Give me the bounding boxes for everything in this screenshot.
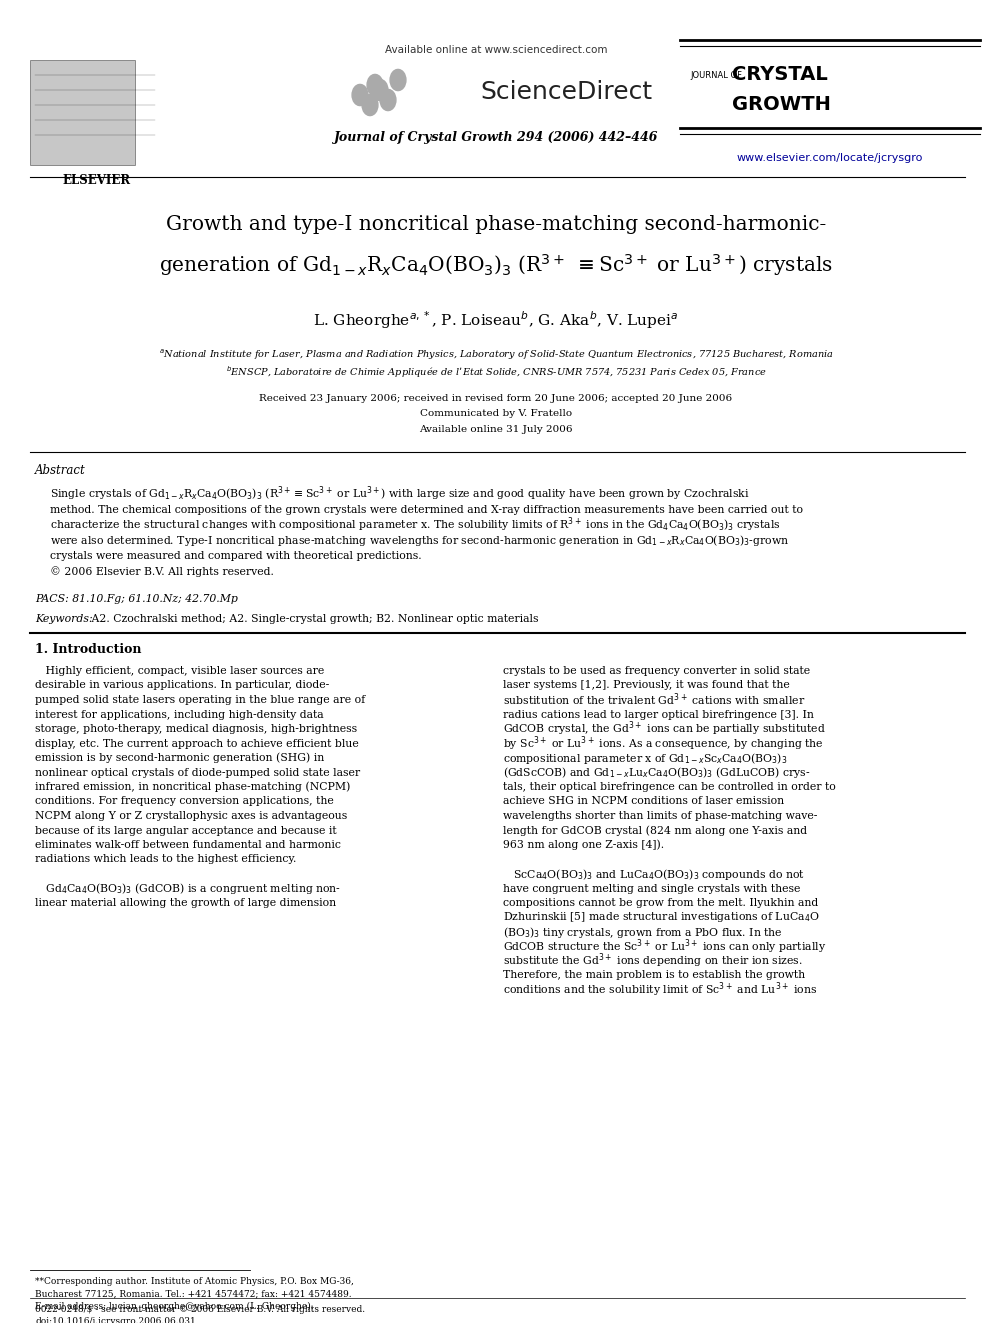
Text: achieve SHG in NCPM conditions of laser emission: achieve SHG in NCPM conditions of laser … bbox=[503, 796, 784, 807]
Text: crystals were measured and compared with theoretical predictions.: crystals were measured and compared with… bbox=[50, 550, 422, 561]
Text: GdCOB crystal, the Gd$^{3+}$ ions can be partially substituted: GdCOB crystal, the Gd$^{3+}$ ions can be… bbox=[503, 720, 825, 738]
Text: ScCa$_4$O(BO$_3$)$_3$ and LuCa$_4$O(BO$_3$)$_3$ compounds do not: ScCa$_4$O(BO$_3$)$_3$ and LuCa$_4$O(BO$_… bbox=[503, 867, 805, 881]
Text: conditions and the solubility limit of Sc$^{3+}$ and Lu$^{3+}$ ions: conditions and the solubility limit of S… bbox=[503, 980, 817, 999]
Text: by Sc$^{3+}$ or Lu$^{3+}$ ions. As a consequence, by changing the: by Sc$^{3+}$ or Lu$^{3+}$ ions. As a con… bbox=[503, 734, 823, 753]
Text: ELSEVIER: ELSEVIER bbox=[62, 173, 131, 187]
Text: 0022-0248/$ - see front matter © 2006 Elsevier B.V. All rights reserved.: 0022-0248/$ - see front matter © 2006 El… bbox=[35, 1306, 365, 1315]
Text: A2. Czochralski method; A2. Single-crystal growth; B2. Nonlinear optic materials: A2. Czochralski method; A2. Single-cryst… bbox=[88, 614, 539, 624]
Text: (BO$_3$)$_3$ tiny crystals, grown from a PbO flux. In the: (BO$_3$)$_3$ tiny crystals, grown from a… bbox=[503, 925, 783, 939]
Text: 1. Introduction: 1. Introduction bbox=[35, 643, 142, 655]
Text: $^{b}$ENSCP, Laboratoire de Chimie Appliquée de l’Etat Solide, CNRS-UMR 7574, 75: $^{b}$ENSCP, Laboratoire de Chimie Appli… bbox=[225, 364, 767, 380]
Circle shape bbox=[372, 79, 388, 101]
Text: Abstract: Abstract bbox=[35, 463, 85, 476]
Text: Received 23 January 2006; received in revised form 20 June 2006; accepted 20 Jun: Received 23 January 2006; received in re… bbox=[260, 393, 732, 402]
Text: infrared emission, in noncritical phase-matching (NCPM): infrared emission, in noncritical phase-… bbox=[35, 782, 350, 792]
Text: Bucharest 77125, Romania. Tel.: +421 4574472; fax: +421 4574489.: Bucharest 77125, Romania. Tel.: +421 457… bbox=[35, 1290, 351, 1298]
Text: length for GdCOB crystal (824 nm along one Y-axis and: length for GdCOB crystal (824 nm along o… bbox=[503, 826, 807, 836]
Text: were also determined. Type-I noncritical phase-matching wavelengths for second-h: were also determined. Type-I noncritical… bbox=[50, 533, 790, 548]
Circle shape bbox=[390, 69, 406, 90]
Text: because of its large angular acceptance and because it: because of its large angular acceptance … bbox=[35, 826, 336, 836]
Text: doi:10.1016/j.jcrysgro.2006.06.031: doi:10.1016/j.jcrysgro.2006.06.031 bbox=[35, 1318, 195, 1323]
Circle shape bbox=[367, 74, 383, 95]
Text: Available online 31 July 2006: Available online 31 July 2006 bbox=[420, 426, 572, 434]
Text: conditions. For frequency conversion applications, the: conditions. For frequency conversion app… bbox=[35, 796, 333, 807]
Text: Growth and type-I noncritical phase-matching second-harmonic-: Growth and type-I noncritical phase-matc… bbox=[166, 216, 826, 234]
Text: crystals to be used as frequency converter in solid state: crystals to be used as frequency convert… bbox=[503, 665, 810, 676]
Text: compositions cannot be grow from the melt. Ilyukhin and: compositions cannot be grow from the mel… bbox=[503, 898, 818, 908]
Text: © 2006 Elsevier B.V. All rights reserved.: © 2006 Elsevier B.V. All rights reserved… bbox=[50, 566, 274, 577]
Text: radiations which leads to the highest efficiency.: radiations which leads to the highest ef… bbox=[35, 855, 297, 864]
Text: Single crystals of Gd$_{1-x}$R$_x$Ca$_4$O(BO$_3$)$_3$ (R$^{3+}$$\equiv$Sc$^{3+}$: Single crystals of Gd$_{1-x}$R$_x$Ca$_4$… bbox=[50, 484, 750, 503]
Text: (GdScCOB) and Gd$_{1-x}$Lu$_x$Ca$_4$O(BO$_3$)$_3$ (GdLuCOB) crys-: (GdScCOB) and Gd$_{1-x}$Lu$_x$Ca$_4$O(BO… bbox=[503, 765, 810, 781]
Circle shape bbox=[352, 85, 368, 106]
Text: ScienceDirect: ScienceDirect bbox=[480, 79, 652, 105]
Text: PACS: 81.10.Fg; 61.10.Nz; 42.70.Mp: PACS: 81.10.Fg; 61.10.Nz; 42.70.Mp bbox=[35, 594, 238, 605]
Text: compositional parameter x of Gd$_{1-x}$Sc$_x$Ca$_4$O(BO$_3$)$_3$: compositional parameter x of Gd$_{1-x}$S… bbox=[503, 750, 788, 766]
Text: desirable in various applications. In particular, diode-: desirable in various applications. In pa… bbox=[35, 680, 329, 691]
Text: L. Gheorghe$^{a,*}$, P. Loiseau$^{b}$, G. Aka$^{b}$, V. Lupei$^{a}$: L. Gheorghe$^{a,*}$, P. Loiseau$^{b}$, G… bbox=[313, 310, 679, 331]
Text: $^{a}$National Institute for Laser, Plasma and Radiation Physics, Laboratory of : $^{a}$National Institute for Laser, Plas… bbox=[159, 348, 833, 363]
Text: www.elsevier.com/locate/jcrysgro: www.elsevier.com/locate/jcrysgro bbox=[737, 153, 924, 163]
Text: interest for applications, including high-density data: interest for applications, including hig… bbox=[35, 709, 323, 720]
Text: eliminates walk-off between fundamental and harmonic: eliminates walk-off between fundamental … bbox=[35, 840, 341, 849]
Text: display, etc. The current approach to achieve efficient blue: display, etc. The current approach to ac… bbox=[35, 738, 359, 749]
Text: substitute the Gd$^{3+}$ ions depending on their ion sizes.: substitute the Gd$^{3+}$ ions depending … bbox=[503, 951, 803, 970]
Text: generation of Gd$_{1-x}$R$_x$Ca$_4$O(BO$_3$)$_3$ (R$^{3+}$ $\equiv$Sc$^{3+}$ or : generation of Gd$_{1-x}$R$_x$Ca$_4$O(BO$… bbox=[159, 253, 833, 278]
Text: characterize the structural changes with compositional parameter x. The solubili: characterize the structural changes with… bbox=[50, 516, 781, 534]
Text: **Corresponding author. Institute of Atomic Physics, P.O. Box MG-36,: **Corresponding author. Institute of Ato… bbox=[35, 1278, 354, 1286]
Text: laser systems [1,2]. Previously, it was found that the: laser systems [1,2]. Previously, it was … bbox=[503, 680, 790, 691]
Text: Highly efficient, compact, visible laser sources are: Highly efficient, compact, visible laser… bbox=[35, 665, 324, 676]
Text: Available online at www.sciencedirect.com: Available online at www.sciencedirect.co… bbox=[385, 45, 607, 56]
Text: tals, their optical birefringence can be controlled in order to: tals, their optical birefringence can be… bbox=[503, 782, 835, 792]
Text: Journal of Crystal Growth 294 (2006) 442–446: Journal of Crystal Growth 294 (2006) 442… bbox=[333, 131, 659, 144]
Text: GdCOB structure the Sc$^{3+}$ or Lu$^{3+}$ ions can only partially: GdCOB structure the Sc$^{3+}$ or Lu$^{3+… bbox=[503, 937, 826, 955]
Text: pumped solid state lasers operating in the blue range are of: pumped solid state lasers operating in t… bbox=[35, 695, 365, 705]
Text: Therefore, the main problem is to establish the growth: Therefore, the main problem is to establ… bbox=[503, 971, 806, 980]
Text: radius cations lead to larger optical birefringence [3]. In: radius cations lead to larger optical bi… bbox=[503, 709, 813, 720]
Text: GROWTH: GROWTH bbox=[732, 95, 831, 115]
Text: Keywords:: Keywords: bbox=[35, 614, 92, 624]
Text: CRYSTAL: CRYSTAL bbox=[732, 66, 827, 85]
Text: have congruent melting and single crystals with these: have congruent melting and single crysta… bbox=[503, 884, 801, 893]
Text: emission is by second-harmonic generation (SHG) in: emission is by second-harmonic generatio… bbox=[35, 753, 324, 763]
Text: Communicated by V. Fratello: Communicated by V. Fratello bbox=[420, 410, 572, 418]
Text: JOURNAL OF: JOURNAL OF bbox=[690, 70, 742, 79]
Text: method. The chemical compositions of the grown crystals were determined and X-ra: method. The chemical compositions of the… bbox=[50, 504, 803, 515]
Circle shape bbox=[362, 94, 378, 115]
Text: 963 nm along one Z-axis [4]).: 963 nm along one Z-axis [4]). bbox=[503, 840, 664, 851]
Text: Dzhurinskii [5] made structural investigations of LuCa$_4$O: Dzhurinskii [5] made structural investig… bbox=[503, 910, 819, 925]
Text: wavelengths shorter than limits of phase-matching wave-: wavelengths shorter than limits of phase… bbox=[503, 811, 817, 822]
Text: Gd$_4$Ca$_4$O(BO$_3$)$_3$ (GdCOB) is a congruent melting non-: Gd$_4$Ca$_4$O(BO$_3$)$_3$ (GdCOB) is a c… bbox=[35, 881, 341, 896]
Text: NCPM along Y or Z crystallophysic axes is advantageous: NCPM along Y or Z crystallophysic axes i… bbox=[35, 811, 347, 822]
Text: storage, photo-therapy, medical diagnosis, high-brightness: storage, photo-therapy, medical diagnosi… bbox=[35, 724, 357, 734]
Bar bbox=[30, 60, 135, 165]
Text: nonlinear optical crystals of diode-pumped solid state laser: nonlinear optical crystals of diode-pump… bbox=[35, 767, 360, 778]
Circle shape bbox=[380, 90, 396, 111]
Text: linear material allowing the growth of large dimension: linear material allowing the growth of l… bbox=[35, 898, 336, 908]
Text: E-mail address: lucian_gheorghe@yahoo.com (L. Gheorghe).: E-mail address: lucian_gheorghe@yahoo.co… bbox=[35, 1301, 313, 1311]
Text: substitution of the trivalent Gd$^{3+}$ cations with smaller: substitution of the trivalent Gd$^{3+}$ … bbox=[503, 692, 806, 708]
